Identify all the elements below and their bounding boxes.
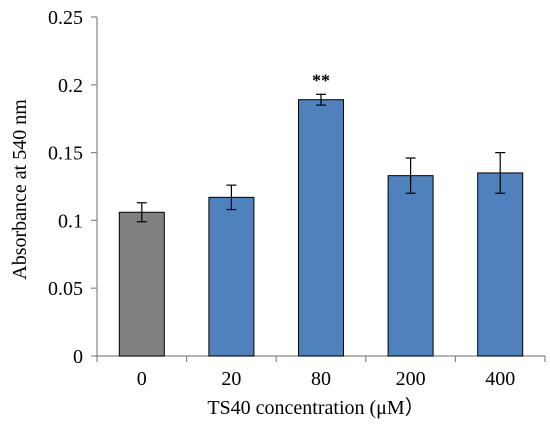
bar-0 <box>118 211 165 357</box>
x-tick-label: 0 <box>137 368 147 390</box>
y-tick-label: 0.25 <box>48 7 83 29</box>
error-bars <box>136 93 506 223</box>
x-tick-label: 20 <box>221 368 241 390</box>
y-tick-label: 0.15 <box>48 143 83 165</box>
y-axis-title: Absorbance at 540 nm <box>9 99 31 280</box>
x-tick-label: 200 <box>396 368 426 390</box>
x-tick-label: 80 <box>311 368 331 390</box>
y-tick-label: 0 <box>73 346 83 368</box>
bar-20 <box>208 196 255 357</box>
x-axis-title: TS40 concentration (μM） <box>207 396 424 419</box>
x-axis: 0 20 80 200 400 <box>96 355 546 390</box>
y-tick-label: 0.1 <box>58 210 83 232</box>
y-axis: 0 0.05 0.1 0.15 0.2 0.25 <box>48 7 98 368</box>
y-tick-label: 0.2 <box>58 75 83 97</box>
bar-80 <box>298 99 344 357</box>
significance-label: ** <box>312 70 330 90</box>
bar-400 <box>477 172 524 357</box>
annotations: ** <box>312 70 330 90</box>
x-tick-label: 400 <box>485 368 515 390</box>
bar-200 <box>387 175 434 357</box>
bars <box>118 99 524 357</box>
y-tick-label: 0.05 <box>48 278 83 300</box>
